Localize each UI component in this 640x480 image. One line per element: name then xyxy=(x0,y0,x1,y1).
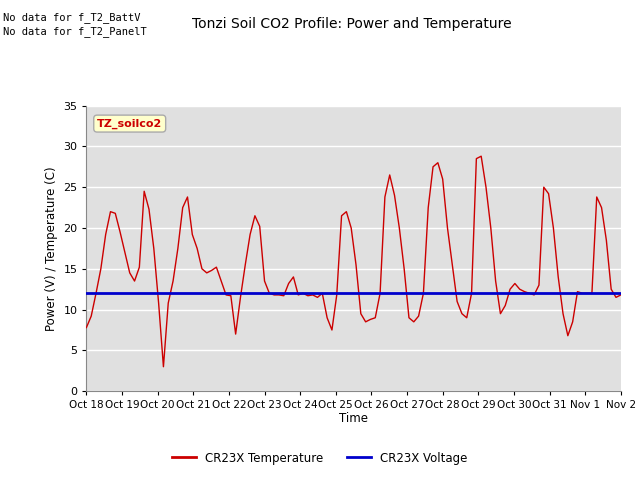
Text: TZ_soilco2: TZ_soilco2 xyxy=(97,119,163,129)
Y-axis label: Power (V) / Temperature (C): Power (V) / Temperature (C) xyxy=(45,166,58,331)
Text: No data for f_T2_PanelT: No data for f_T2_PanelT xyxy=(3,26,147,37)
X-axis label: Time: Time xyxy=(339,412,368,425)
Text: No data for f_T2_BattV: No data for f_T2_BattV xyxy=(3,12,141,23)
Text: Tonzi Soil CO2 Profile: Power and Temperature: Tonzi Soil CO2 Profile: Power and Temper… xyxy=(192,17,512,31)
Legend: CR23X Temperature, CR23X Voltage: CR23X Temperature, CR23X Voltage xyxy=(168,447,472,469)
